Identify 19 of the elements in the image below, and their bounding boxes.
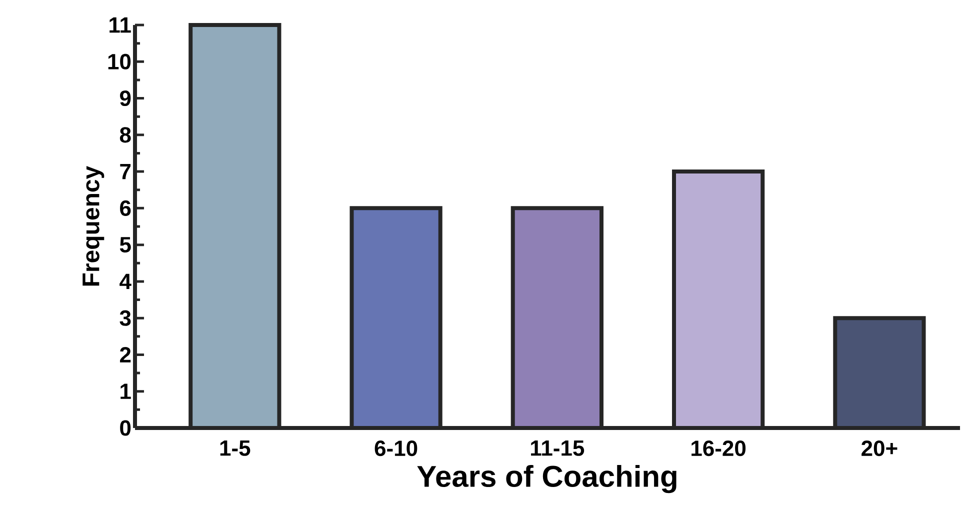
y-tick-label: 3: [120, 310, 131, 326]
y-tick-label: 2: [120, 347, 131, 362]
y-tick-label: 10: [108, 54, 131, 70]
x-tick-label: 6-10: [374, 440, 418, 456]
y-tick-label: 1: [120, 384, 131, 399]
y-tick-label: 7: [120, 164, 131, 180]
x-axis-title: Years of Coaching: [417, 464, 676, 494]
y-tick-label: 6: [120, 200, 131, 216]
y-tick-label: 4: [120, 274, 132, 290]
x-tick-label: 11-15: [531, 440, 584, 456]
y-tick-label: 11: [110, 17, 131, 33]
y-tick-label: 0: [120, 420, 131, 436]
x-tick-label: 20+: [862, 440, 898, 456]
x-tick-label: 1-5: [220, 440, 250, 456]
y-tick-label: 5: [120, 237, 131, 252]
y-tick-label: 8: [120, 127, 131, 143]
y-tick-label: 9: [120, 90, 131, 106]
x-tick-label: 16-20: [692, 440, 746, 456]
y-axis-title: Frequency: [82, 166, 104, 286]
